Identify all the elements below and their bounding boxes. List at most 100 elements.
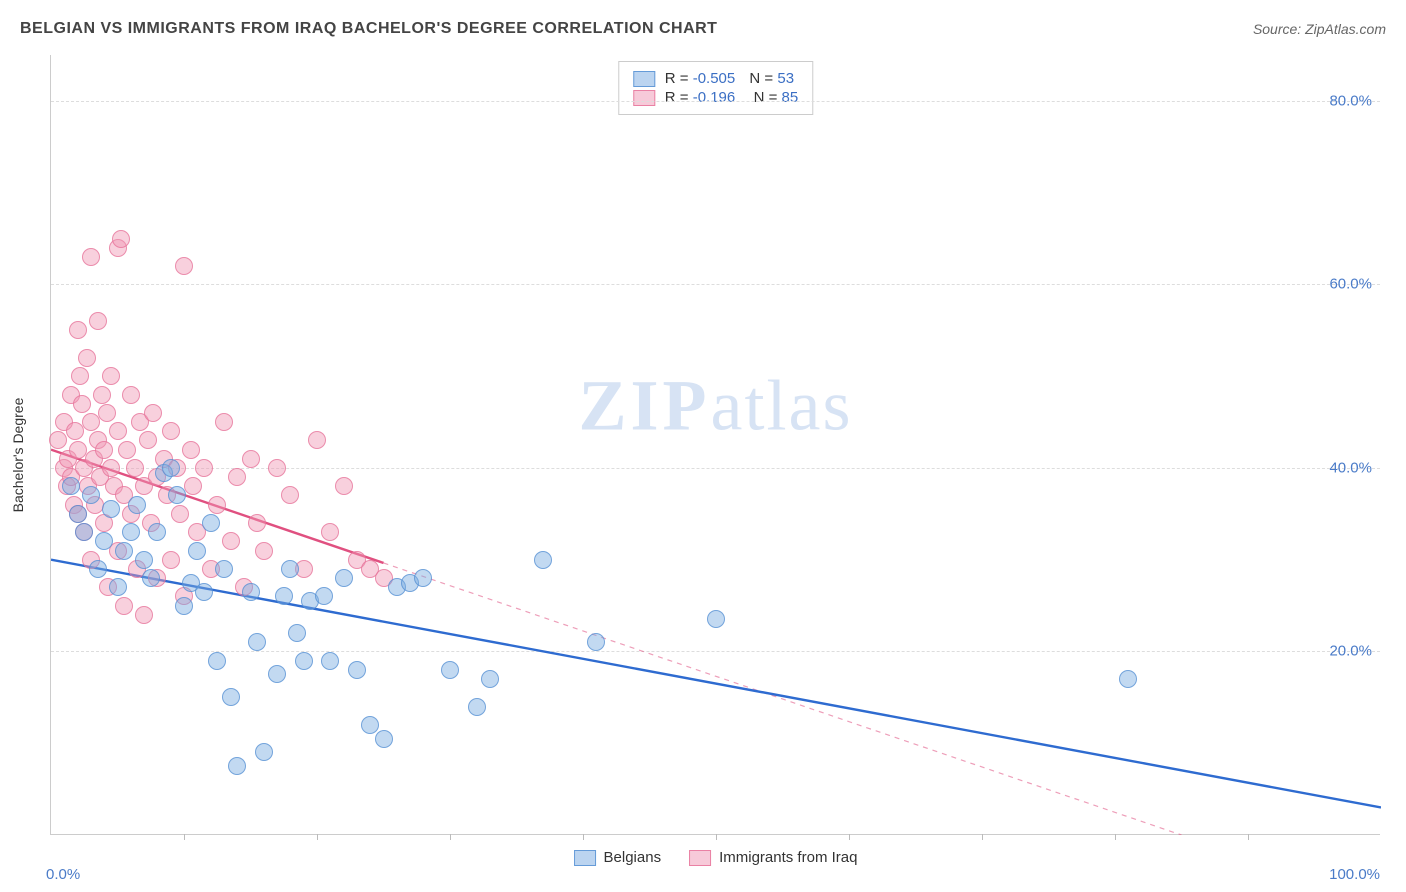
chart-area: Bachelor's Degree ZIPatlas R = -0.505 N … xyxy=(50,55,1380,855)
scatter-point-blue xyxy=(115,542,133,560)
scatter-point-pink xyxy=(171,505,189,523)
y-tick-label: 20.0% xyxy=(1329,643,1372,660)
watermark-atlas: atlas xyxy=(711,365,853,445)
legend-label-belgians: Belgians xyxy=(604,849,662,866)
x-tick xyxy=(184,834,185,840)
legend-n-blue: N = 53 xyxy=(745,70,794,87)
scatter-point-pink xyxy=(109,422,127,440)
scatter-point-pink xyxy=(73,395,91,413)
x-axis-max-label: 100.0% xyxy=(1329,866,1380,883)
scatter-point-pink xyxy=(66,422,84,440)
scatter-point-blue xyxy=(175,597,193,615)
scatter-point-blue xyxy=(335,569,353,587)
scatter-point-pink xyxy=(89,312,107,330)
scatter-point-blue xyxy=(135,551,153,569)
scatter-point-pink xyxy=(175,257,193,275)
y-axis-label: Bachelor's Degree xyxy=(10,398,26,513)
legend-n-pink: N = 85 xyxy=(749,89,798,106)
scatter-point-pink xyxy=(228,468,246,486)
scatter-point-pink xyxy=(215,413,233,431)
y-tick-label: 80.0% xyxy=(1329,92,1372,109)
scatter-point-pink xyxy=(222,532,240,550)
scatter-point-pink xyxy=(182,441,200,459)
y-tick-label: 40.0% xyxy=(1329,459,1372,476)
gridline-h xyxy=(51,284,1380,285)
scatter-point-blue xyxy=(215,560,233,578)
scatter-point-blue xyxy=(222,688,240,706)
legend-r-blue: R = -0.505 xyxy=(665,70,735,87)
legend-r-pink: R = -0.196 xyxy=(665,89,740,106)
scatter-point-pink xyxy=(321,523,339,541)
scatter-point-blue xyxy=(414,569,432,587)
chart-title: BELGIAN VS IMMIGRANTS FROM IRAQ BACHELOR… xyxy=(20,20,717,38)
legend-swatch-blue xyxy=(633,71,655,87)
scatter-point-pink xyxy=(122,386,140,404)
scatter-point-blue xyxy=(1119,670,1137,688)
legend-label-iraq: Immigrants from Iraq xyxy=(719,849,857,866)
scatter-point-blue xyxy=(89,560,107,578)
x-tick xyxy=(982,834,983,840)
scatter-point-pink xyxy=(242,450,260,468)
watermark: ZIPatlas xyxy=(579,364,853,447)
scatter-point-pink xyxy=(69,321,87,339)
scatter-point-blue xyxy=(102,500,120,518)
scatter-point-pink xyxy=(78,349,96,367)
scatter-point-pink xyxy=(184,477,202,495)
x-tick xyxy=(317,834,318,840)
scatter-point-pink xyxy=(268,459,286,477)
scatter-point-blue xyxy=(69,505,87,523)
scatter-point-blue xyxy=(195,583,213,601)
gridline-h xyxy=(51,468,1380,469)
scatter-point-pink xyxy=(255,542,273,560)
scatter-point-blue xyxy=(162,459,180,477)
scatter-point-blue xyxy=(321,652,339,670)
scatter-point-blue xyxy=(142,569,160,587)
legend-item-iraq: Immigrants from Iraq xyxy=(689,849,857,866)
scatter-point-blue xyxy=(202,514,220,532)
legend-stats: R = -0.505 N = 53 R = -0.196 N = 85 xyxy=(618,61,813,115)
scatter-point-pink xyxy=(49,431,67,449)
scatter-point-blue xyxy=(168,486,186,504)
scatter-point-pink xyxy=(115,597,133,615)
x-tick xyxy=(849,834,850,840)
scatter-point-pink xyxy=(195,459,213,477)
scatter-point-pink xyxy=(82,413,100,431)
scatter-point-blue xyxy=(468,698,486,716)
scatter-point-blue xyxy=(315,587,333,605)
legend-swatch-pink xyxy=(633,90,655,106)
scatter-point-blue xyxy=(268,665,286,683)
scatter-point-pink xyxy=(308,431,326,449)
scatter-point-pink xyxy=(82,248,100,266)
scatter-point-pink xyxy=(112,230,130,248)
scatter-point-blue xyxy=(481,670,499,688)
legend-series: Belgians Immigrants from Iraq xyxy=(574,849,858,866)
scatter-point-pink xyxy=(102,367,120,385)
x-tick xyxy=(1248,834,1249,840)
scatter-point-blue xyxy=(188,542,206,560)
scatter-point-pink xyxy=(102,459,120,477)
scatter-point-pink xyxy=(281,486,299,504)
scatter-point-pink xyxy=(98,404,116,422)
scatter-point-blue xyxy=(95,532,113,550)
gridline-h xyxy=(51,651,1380,652)
scatter-point-blue xyxy=(75,523,93,541)
chart-header: BELGIAN VS IMMIGRANTS FROM IRAQ BACHELOR… xyxy=(20,20,1386,38)
x-axis-min-label: 0.0% xyxy=(46,866,80,883)
scatter-point-pink xyxy=(162,422,180,440)
scatter-point-pink xyxy=(95,441,113,459)
legend-swatch-blue-bottom xyxy=(574,850,596,866)
scatter-point-pink xyxy=(144,404,162,422)
scatter-point-blue xyxy=(587,633,605,651)
watermark-zip: ZIP xyxy=(579,365,711,445)
chart-source: Source: ZipAtlas.com xyxy=(1253,21,1386,37)
scatter-point-blue xyxy=(288,624,306,642)
scatter-point-blue xyxy=(128,496,146,514)
scatter-point-pink xyxy=(71,367,89,385)
legend-stats-row-pink: R = -0.196 N = 85 xyxy=(633,89,798,106)
scatter-point-blue xyxy=(707,610,725,628)
scatter-point-blue xyxy=(62,477,80,495)
scatter-point-blue xyxy=(122,523,140,541)
scatter-point-blue xyxy=(82,486,100,504)
scatter-point-pink xyxy=(248,514,266,532)
scatter-point-pink xyxy=(118,441,136,459)
